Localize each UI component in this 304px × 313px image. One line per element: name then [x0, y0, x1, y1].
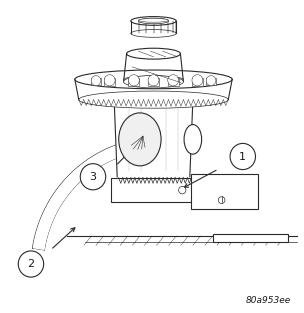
Ellipse shape — [138, 18, 169, 24]
FancyBboxPatch shape — [111, 178, 211, 202]
FancyBboxPatch shape — [128, 78, 139, 86]
Ellipse shape — [124, 76, 183, 83]
Text: 80a953ee: 80a953ee — [246, 295, 291, 305]
Ellipse shape — [79, 91, 228, 108]
Ellipse shape — [131, 29, 176, 37]
Circle shape — [91, 76, 101, 86]
FancyBboxPatch shape — [91, 79, 101, 85]
Circle shape — [206, 76, 216, 86]
Circle shape — [230, 143, 255, 170]
FancyBboxPatch shape — [168, 78, 179, 86]
Ellipse shape — [139, 18, 168, 22]
Ellipse shape — [126, 48, 180, 59]
FancyBboxPatch shape — [148, 78, 159, 86]
Circle shape — [104, 75, 115, 86]
Circle shape — [218, 197, 225, 203]
Circle shape — [128, 75, 139, 86]
Ellipse shape — [184, 125, 202, 154]
Ellipse shape — [131, 17, 176, 25]
Circle shape — [18, 251, 44, 277]
FancyBboxPatch shape — [104, 78, 115, 86]
Circle shape — [148, 75, 159, 86]
Text: 2: 2 — [27, 259, 35, 269]
Polygon shape — [114, 100, 193, 177]
Polygon shape — [75, 80, 232, 100]
Circle shape — [192, 75, 203, 86]
Text: 3: 3 — [89, 172, 96, 182]
Ellipse shape — [119, 113, 161, 166]
FancyBboxPatch shape — [206, 79, 216, 85]
FancyBboxPatch shape — [192, 78, 203, 86]
FancyBboxPatch shape — [191, 174, 258, 209]
Polygon shape — [33, 139, 140, 250]
Circle shape — [80, 164, 106, 190]
Circle shape — [168, 75, 179, 86]
Ellipse shape — [75, 70, 232, 89]
Ellipse shape — [124, 75, 183, 88]
Circle shape — [179, 187, 186, 194]
FancyBboxPatch shape — [212, 234, 288, 242]
Text: 1: 1 — [239, 151, 246, 162]
